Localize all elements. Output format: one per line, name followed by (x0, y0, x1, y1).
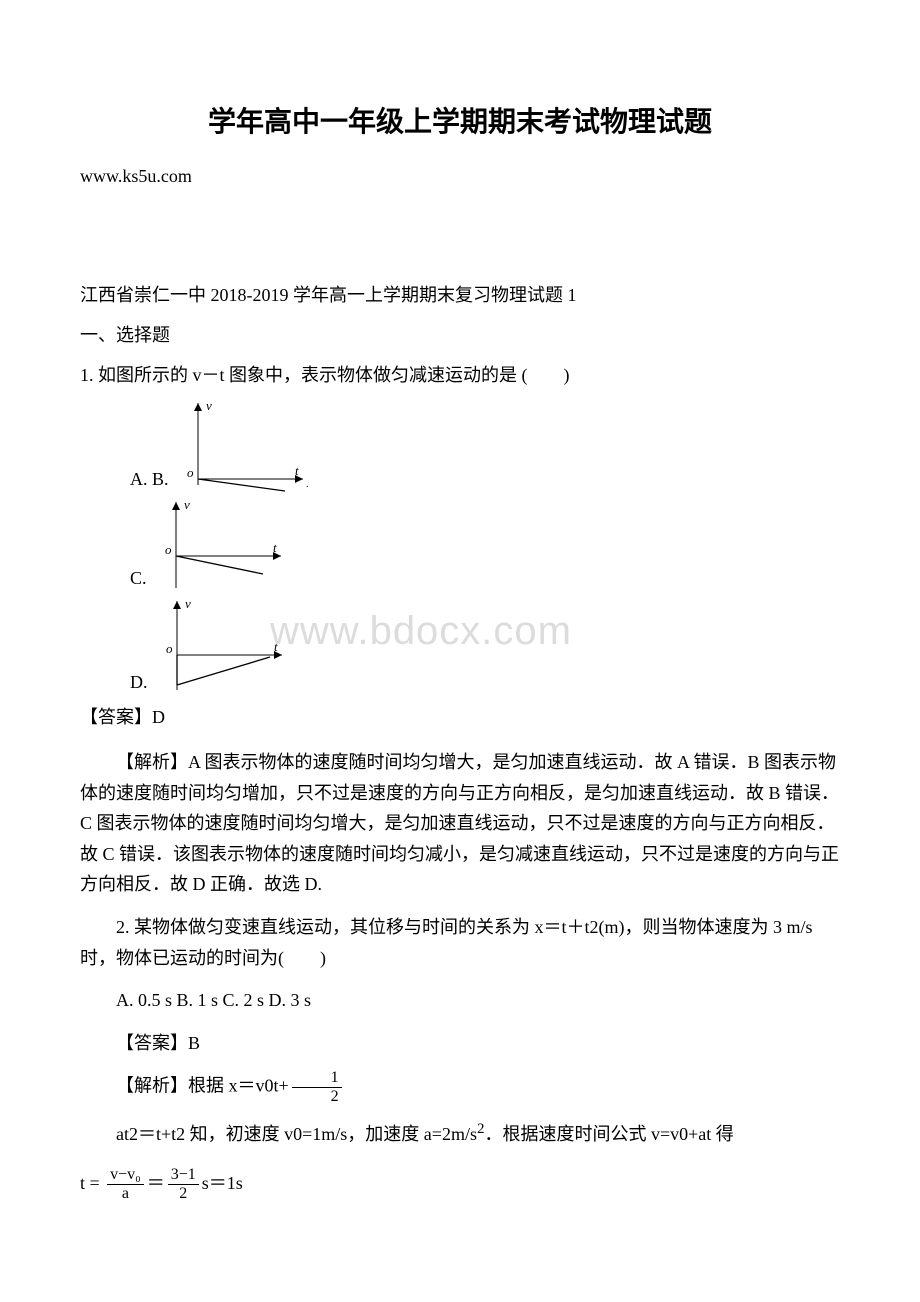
source-url: www.ks5u.com (80, 166, 840, 187)
svg-text:o: o (187, 465, 194, 480)
svg-text:v: v (185, 596, 191, 611)
section-heading: 一、选择题 (80, 317, 840, 353)
svg-text:.: . (306, 479, 309, 490)
q1-explanation: 【解析】A 图表示物体的速度随时间均匀增大，是匀加速直线运动．故 A 错误．B … (80, 747, 840, 900)
fraction-half: 12 (292, 1070, 342, 1105)
exam-source: 江西省崇仁一中 2018-2019 学年高一上学期期末复习物理试题 1 (80, 277, 840, 313)
svg-text:o: o (165, 542, 172, 557)
q1-answer: 【答案】D (80, 699, 840, 735)
svg-text:t: t (295, 463, 299, 478)
page-title: 学年高中一年级上学期期末考试物理试题 (80, 100, 840, 140)
graph-d: v t o (152, 595, 292, 695)
eq-rhs: s＝1s (202, 1173, 243, 1193)
svg-text:t: t (274, 639, 278, 654)
q2-explain-2a: at2＝t+t2 知，初速度 v0=1m/s，加速度 a=2m/s (116, 1124, 477, 1144)
q2-options: A. 0.5 s B. 1 s C. 2 s D. 3 s (80, 985, 840, 1016)
q1-stem: 1. 如图所示的 v－t 图象中，表示物体做匀减速运动的是 ( ) (80, 357, 840, 393)
q2-explain-2b: ．根据速度时间公式 v=v0+at 得 (484, 1124, 733, 1144)
graph-c: v t o (151, 496, 291, 591)
q2-explanation-line1: 【解析】根据 x＝v0t+12 (80, 1070, 840, 1105)
fraction-312: 3−12 (168, 1167, 199, 1202)
option-label-c: C. (130, 568, 147, 591)
q2-explain-prefix: 【解析】根据 x＝v0t+ (116, 1076, 289, 1096)
q2-explanation-line2: at2＝t+t2 知，初速度 v0=1m/s，加速度 a=2m/s2．根据速度时… (80, 1117, 840, 1150)
eq-mid: ＝ (147, 1173, 165, 1193)
svg-text:v: v (206, 398, 212, 413)
svg-text:o: o (166, 641, 173, 656)
svg-text:t: t (273, 540, 277, 555)
svg-text:v: v (184, 497, 190, 512)
q2-answer: 【答案】B (80, 1028, 840, 1059)
q2-equation: t = v−v₀a＝3−12s＝1s (80, 1162, 840, 1205)
option-label-ab: A. B. (130, 469, 169, 492)
q1-graph-c-row: C. v t o (130, 496, 840, 591)
option-label-d: D. (130, 672, 148, 695)
fraction-vv0a: v−v₀a (107, 1167, 144, 1202)
q1-graph-ab-row: A. B. v t o . (130, 397, 840, 492)
graph-ab: v t o . (173, 397, 313, 492)
q1-graph-d-row: D. v t o (130, 595, 840, 695)
q2-stem: 2. 某物体做匀变速直线运动，其位移与时间的关系为 x＝t＋t2(m)，则当物体… (80, 912, 840, 973)
eq-lhs: t = (80, 1173, 104, 1193)
